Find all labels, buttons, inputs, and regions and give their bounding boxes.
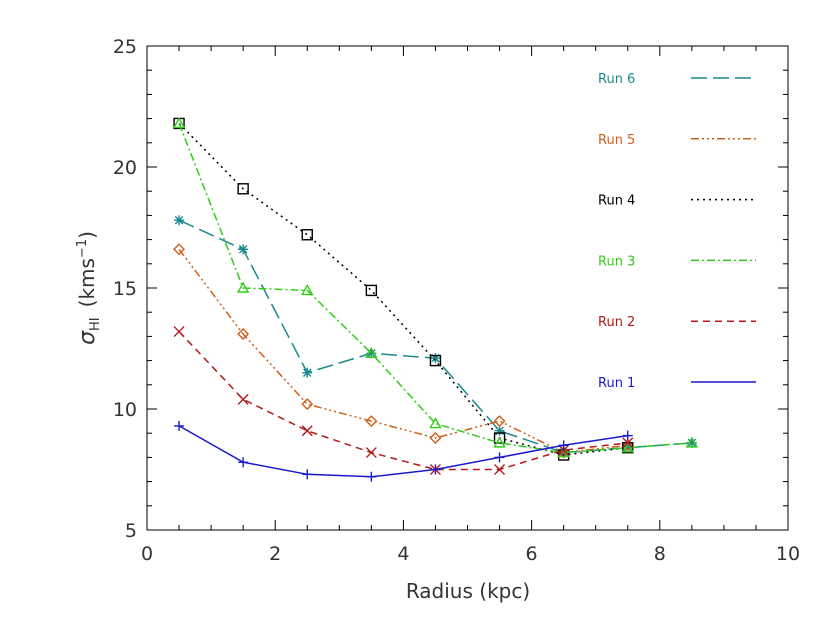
data-point-marker: [237, 393, 249, 405]
data-point-marker: [493, 415, 506, 428]
legend-label: Run 4: [598, 194, 635, 209]
series-run-4: [173, 117, 634, 461]
data-point-marker: [174, 215, 185, 226]
legend-entry: Run 3: [598, 254, 756, 269]
x-tick-label: 4: [397, 543, 409, 565]
series-line: [178, 425, 628, 478]
data-point-marker: [238, 244, 249, 255]
axes: 0 2 4 6 8 10 5 10 15 20 25: [113, 36, 800, 565]
data-point-marker: [558, 440, 569, 451]
data-point-marker: [301, 425, 313, 437]
data-point-marker: [236, 281, 250, 293]
data-point-marker: [494, 464, 506, 475]
x-tick-label: 2: [269, 543, 281, 565]
legend-label: Run 5: [598, 133, 635, 148]
data-point-marker: [173, 326, 185, 338]
y-axis-title-unit-close: ): [75, 231, 99, 239]
data-point-marker: [429, 432, 442, 445]
data-point-marker: [172, 116, 186, 129]
x-tick-label: 10: [776, 543, 800, 565]
data-point-marker: [493, 436, 506, 448]
y-axis-title: σHI (kms−1): [75, 231, 103, 345]
data-point-marker: [622, 430, 633, 441]
data-point-marker: [174, 420, 185, 431]
data-point-marker: [622, 437, 634, 449]
legend-entry: Run 2: [598, 315, 756, 330]
data-point-marker: [494, 452, 505, 463]
data-point-marker: [302, 469, 313, 480]
x-tick-label: 8: [654, 543, 666, 565]
data-point-marker: [429, 417, 442, 429]
y-axis-title-subscript: HI: [88, 317, 103, 331]
data-point-marker: [366, 471, 377, 482]
data-point-marker: [430, 353, 441, 364]
data-point-marker: [365, 284, 378, 297]
series-run-6: [174, 215, 697, 458]
legend-label: Run 1: [598, 376, 635, 391]
series-line: [178, 248, 628, 454]
series-line: [178, 331, 628, 471]
x-tick-label: 6: [526, 543, 538, 565]
data-point-marker: [429, 354, 442, 367]
y-axis-title-unit-superscript: −1: [75, 239, 90, 258]
y-tick-label: 25: [113, 36, 137, 58]
x-tick-label: 0: [141, 543, 153, 565]
data-point-marker: [365, 447, 377, 459]
data-point-marker: [238, 457, 249, 468]
data-point-marker: [301, 398, 314, 411]
legend-entry: Run 6: [598, 72, 756, 87]
legend-entry: Run 1: [598, 376, 756, 391]
series-line: [178, 123, 692, 454]
legend: Run 6 Run 5 Run 4 Run 3 Run 2 Run 1: [598, 72, 756, 391]
y-tick-label: 20: [113, 157, 137, 179]
legend-entry: Run 5: [598, 133, 756, 148]
data-point-marker: [301, 283, 314, 296]
data-point-marker: [621, 441, 634, 453]
y-axis-title-unit: (kms: [75, 258, 99, 307]
y-tick-label: 5: [125, 520, 137, 542]
data-point-marker: [430, 464, 441, 475]
data-point-marker: [365, 346, 378, 359]
legend-label: Run 6: [598, 72, 635, 87]
legend-label: Run 3: [598, 254, 635, 269]
y-tick-label: 15: [113, 278, 137, 300]
series-run-5: [173, 243, 634, 459]
series-run-3: [172, 116, 699, 458]
series-run-2: [173, 326, 634, 475]
data-point-marker: [302, 367, 313, 378]
x-axis-title: Radius (kpc): [406, 579, 530, 603]
legend-entry: Run 4: [598, 194, 756, 209]
data-point-marker: [621, 439, 634, 452]
data-point-marker: [685, 436, 699, 448]
series-group: [172, 116, 699, 482]
data-point-marker: [173, 243, 186, 256]
y-tick-label: 10: [113, 399, 137, 421]
y-axis-title-symbol: σ: [75, 330, 100, 345]
legend-label: Run 2: [598, 315, 635, 330]
data-point-marker: [237, 183, 249, 195]
data-point-marker: [365, 415, 378, 428]
data-point-marker: [237, 327, 250, 340]
series-run-1: [174, 420, 633, 482]
data-point-marker: [301, 229, 313, 241]
